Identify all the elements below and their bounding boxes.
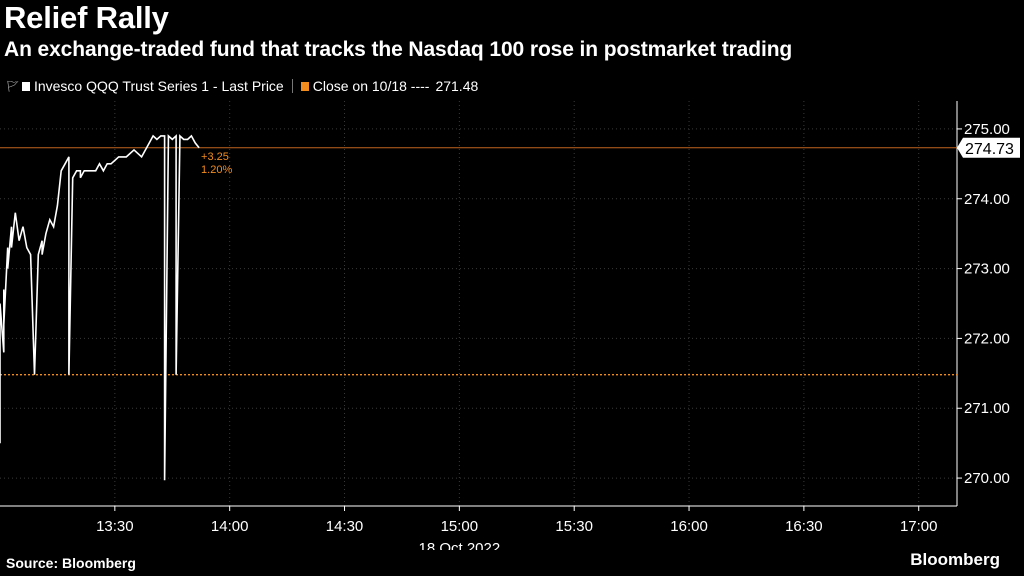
legend-label-last-price: Invesco QQQ Trust Series 1 - Last Price <box>33 78 284 94</box>
legend-item-last-price: 🚩︎ Invesco QQQ Trust Series 1 - Last Pri… <box>6 78 284 94</box>
last-price-label: 274.73 <box>965 141 1014 158</box>
chart-subtitle: An exchange-traded fund that tracks the … <box>4 38 793 61</box>
legend-item-close: Close on 10/18 ---- 271.48 <box>300 78 479 94</box>
y-tick-label: 274.00 <box>964 191 1010 208</box>
chart-legend: 🚩︎ Invesco QQQ Trust Series 1 - Last Pri… <box>6 78 478 94</box>
y-tick-label: 271.00 <box>964 400 1010 417</box>
x-tick-label: 15:00 <box>441 518 479 535</box>
x-tick-label: 16:30 <box>785 518 823 535</box>
price-chart: 270.00 271.00 272.00 273.00 274.00 275.00 13:3… <box>0 101 1020 550</box>
y-tick-label: 272.00 <box>964 330 1010 347</box>
y-tick-label: 273.00 <box>964 261 1010 278</box>
change-pct-annotation: 1.20% <box>201 164 232 176</box>
x-tick-label: 16:00 <box>670 518 708 535</box>
price-series-line <box>0 134 200 481</box>
source-note: Source: Bloomberg <box>6 555 136 571</box>
legend-marker-icon: 🚩︎ <box>6 80 20 93</box>
legend-divider <box>291 79 293 93</box>
last-price-tag <box>957 137 1020 158</box>
x-tick-label: 17:00 <box>900 518 938 535</box>
legend-swatch-last-price <box>21 81 30 91</box>
x-tick-label: 14:30 <box>326 518 364 535</box>
y-tick-label: 275.00 <box>964 121 1010 138</box>
x-tick-label: 15:30 <box>555 518 593 535</box>
brand-logo: Bloomberg <box>910 550 1000 569</box>
legend-swatch-close <box>300 81 309 91</box>
chart-title: Relief Rally <box>4 0 169 35</box>
x-tick-label: 14:00 <box>211 518 249 535</box>
x-tick-label: 13:30 <box>96 518 134 535</box>
legend-close-value: 271.48 <box>435 78 479 94</box>
legend-label-close: Close on 10/18 ---- <box>312 78 430 94</box>
y-tick-label: 270.00 <box>964 470 1010 487</box>
x-axis-label: 18 Oct 2022 <box>418 540 500 550</box>
change-annotation: +3.25 <box>201 151 229 163</box>
